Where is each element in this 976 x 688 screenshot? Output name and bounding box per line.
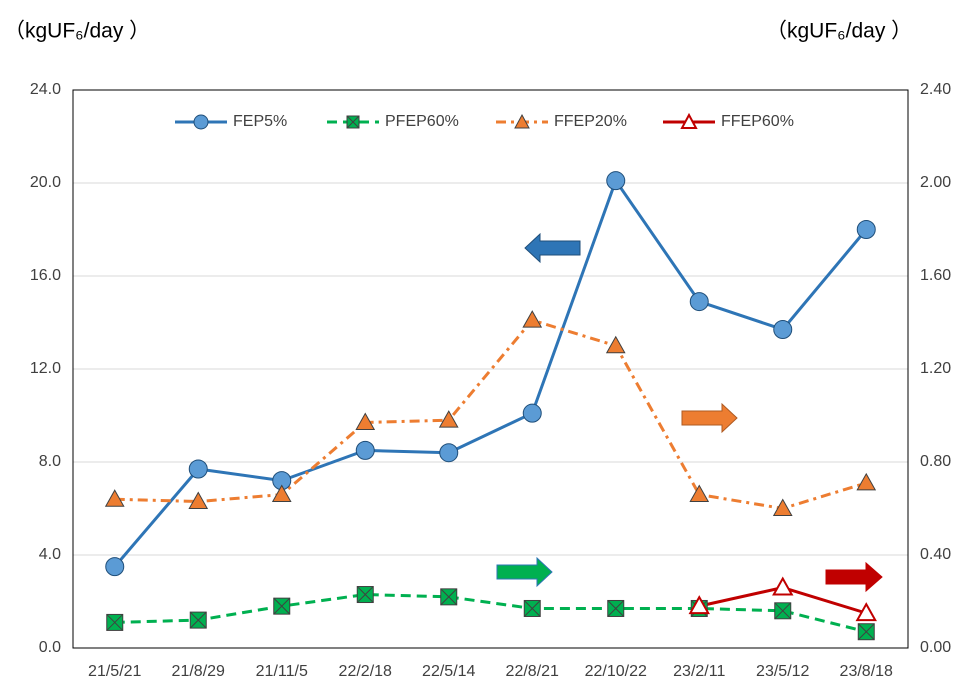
legend-marker <box>193 114 209 130</box>
x-tick-label: 22/10/22 <box>585 663 647 680</box>
y-tick-label: 8.0 <box>39 453 61 470</box>
y-tick-label: 0.0 <box>39 639 61 656</box>
marker <box>606 171 626 191</box>
marker <box>773 319 793 339</box>
marker <box>522 310 543 328</box>
y2-tick-label: 0.00 <box>920 639 951 656</box>
x-tick-label: 23/5/12 <box>756 663 809 680</box>
legend-marker <box>680 112 698 129</box>
marker <box>855 602 877 622</box>
x-tick-label: 23/8/18 <box>840 663 893 680</box>
marker <box>772 576 794 596</box>
legend-label: FEP5% <box>233 113 287 130</box>
marker-cross <box>106 614 124 631</box>
marker <box>439 443 459 463</box>
y-tick-label: 12.0 <box>30 360 61 377</box>
marker-cross <box>189 611 207 629</box>
y2-tick-label: 0.80 <box>920 453 951 470</box>
marker-cross <box>774 602 792 620</box>
right-axis-arrow <box>496 556 553 588</box>
marker-cross <box>440 588 458 606</box>
x-tick-label: 22/5/14 <box>422 663 475 680</box>
plot-frame <box>72 89 909 649</box>
y2-tick-label: 1.60 <box>920 267 951 284</box>
marker <box>856 472 877 491</box>
legend-marker <box>514 113 530 129</box>
right-axis-arrow <box>681 402 738 434</box>
y-tick-label: 4.0 <box>39 546 61 563</box>
marker <box>689 484 710 503</box>
marker <box>105 557 125 577</box>
marker <box>104 489 125 507</box>
y2-tick-label: 1.20 <box>920 360 951 377</box>
y-tick-label: 16.0 <box>30 267 61 284</box>
marker <box>689 292 709 312</box>
marker <box>605 335 626 354</box>
marker <box>355 412 376 430</box>
marker-cross <box>273 597 291 615</box>
marker-cross <box>607 600 625 617</box>
y-tick-label: 20.0 <box>30 174 61 191</box>
marker <box>438 410 459 428</box>
x-tick-label: 21/8/29 <box>172 663 225 680</box>
legend-label: FFEP20% <box>554 113 627 130</box>
y2-tick-label: 2.40 <box>920 81 951 98</box>
x-tick-label: 21/5/21 <box>88 663 141 680</box>
y2-tick-label: 0.40 <box>920 546 951 563</box>
legend-label: FFEP60% <box>721 113 794 130</box>
x-tick-label: 22/2/18 <box>339 663 392 680</box>
y2-tick-label: 2.00 <box>920 174 951 191</box>
legend-label: PFEP60% <box>385 113 459 130</box>
left-axis-arrow <box>524 232 581 264</box>
marker <box>355 440 375 460</box>
marker <box>188 459 208 479</box>
series-line <box>114 593 867 634</box>
marker-cross <box>857 623 875 641</box>
x-tick-label: 23/2/11 <box>673 663 725 680</box>
x-tick-label: 22/8/21 <box>506 663 559 680</box>
marker <box>688 595 710 615</box>
marker-cross <box>523 600 541 617</box>
x-tick-label: 21/11/5 <box>256 663 308 680</box>
marker <box>856 220 876 239</box>
right-axis-arrow <box>825 561 883 593</box>
y-tick-label: 24.0 <box>30 81 61 98</box>
y-axis-label: （kgUF₆/day ） <box>4 20 150 43</box>
marker-cross <box>356 586 374 603</box>
marker <box>188 491 209 510</box>
marker <box>271 484 292 503</box>
y2-axis-label: （kgUF₆/day ） <box>766 20 912 43</box>
marker <box>522 403 542 423</box>
marker <box>772 498 793 516</box>
series-line <box>113 177 868 568</box>
series-line <box>114 318 867 511</box>
grid <box>73 89 908 649</box>
legend-marker-cross <box>346 115 360 129</box>
